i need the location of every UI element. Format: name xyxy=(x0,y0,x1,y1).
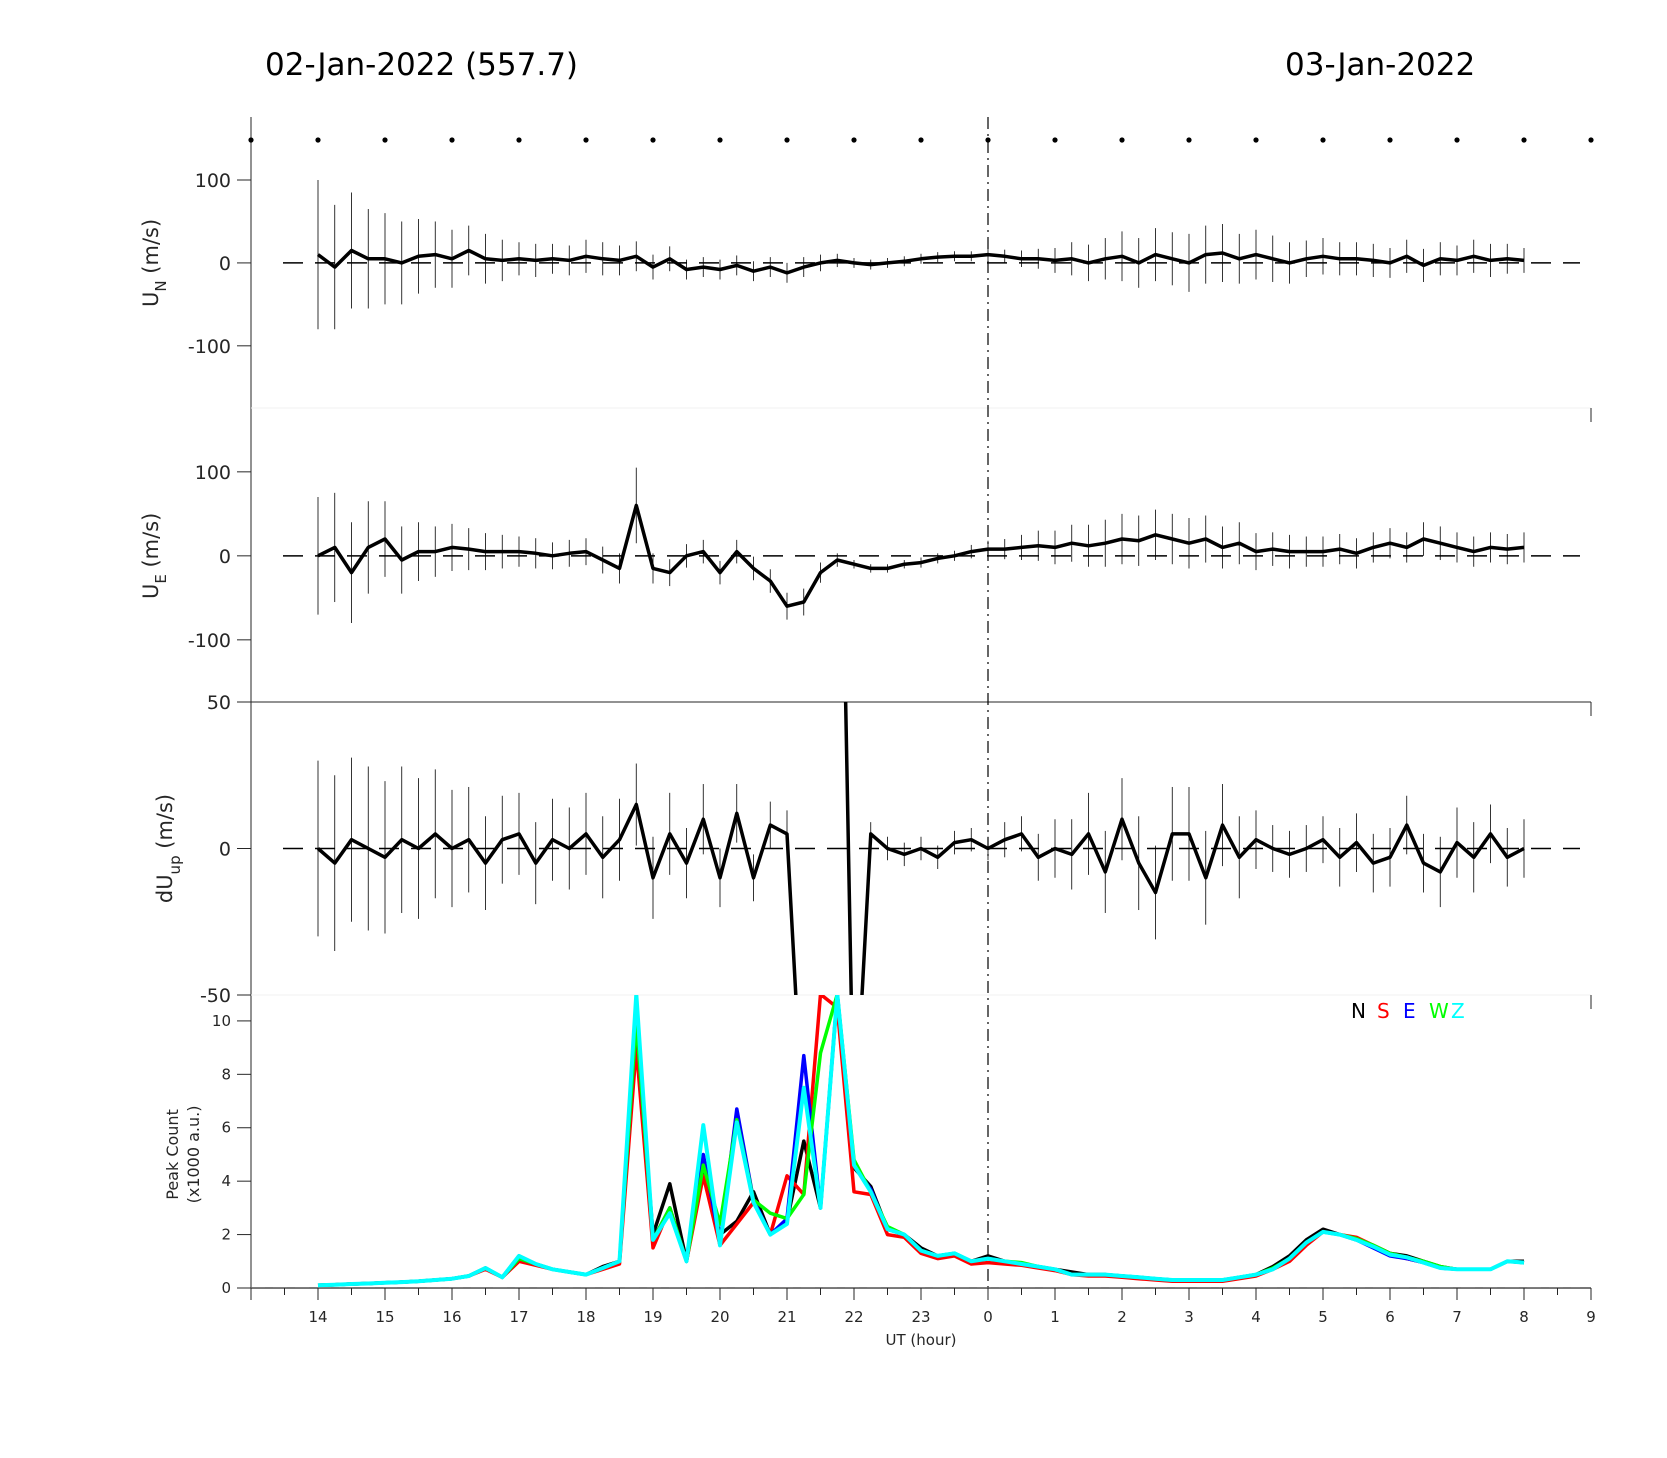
hour-dot xyxy=(382,137,388,143)
y-axis-label: dUup (m/s) xyxy=(153,794,184,903)
y-tick-label: 10 xyxy=(212,1012,231,1030)
x-tick-label: 0 xyxy=(983,1308,993,1326)
y-tick-label: 0 xyxy=(221,1279,231,1297)
y-tick-label: 0 xyxy=(219,839,231,861)
x-tick-label: 20 xyxy=(710,1308,729,1326)
y-tick-label: 4 xyxy=(221,1172,231,1190)
hour-dot xyxy=(851,137,857,143)
x-tick-label: 8 xyxy=(1519,1308,1529,1326)
x-tick-label: 5 xyxy=(1318,1308,1328,1326)
x-tick-label: 17 xyxy=(509,1308,528,1326)
x-tick-label: 4 xyxy=(1251,1308,1261,1326)
y-tick-label: 0 xyxy=(219,546,231,568)
hour-dot xyxy=(717,137,723,143)
series-line-W xyxy=(317,995,1525,1288)
y-tick-label: 6 xyxy=(221,1119,231,1137)
x-axis-label: UT (hour) xyxy=(886,1331,957,1349)
hour-dot xyxy=(1186,137,1192,143)
panel-PeakCount-plot xyxy=(251,995,1580,1288)
hour-dot xyxy=(1588,137,1594,143)
x-tick-label: 2 xyxy=(1117,1308,1127,1326)
y-axis-label-line1: Peak Count xyxy=(163,1109,182,1200)
series-line-S xyxy=(317,995,1525,1288)
panel-UN-plot xyxy=(283,180,1580,330)
hour-dot xyxy=(248,137,254,143)
hour-dot xyxy=(1052,137,1058,143)
hour-dot xyxy=(516,137,522,143)
legend-entry-E: E xyxy=(1403,999,1416,1023)
hour-dot xyxy=(1320,137,1326,143)
y-tick-label: 50 xyxy=(207,692,231,714)
x-tick-label: 14 xyxy=(308,1308,327,1326)
y-tick-label: 100 xyxy=(195,462,231,484)
y-axis-label: UE (m/s) xyxy=(139,513,170,599)
y-tick-label: -50 xyxy=(200,985,231,1007)
series-line-dUup xyxy=(316,702,1525,995)
series-line-UE xyxy=(317,503,1525,608)
hour-dot xyxy=(1454,137,1460,143)
y-axis-label-line2: (x1000 a.u.) xyxy=(184,1106,203,1204)
x-tick-label: 23 xyxy=(911,1308,930,1326)
hour-dot xyxy=(449,137,455,143)
x-tick-label: 19 xyxy=(643,1308,662,1326)
y-tick-label: 0 xyxy=(219,253,231,275)
hour-dot xyxy=(315,137,321,143)
y-tick-label: 8 xyxy=(221,1065,231,1083)
x-tick-label: 16 xyxy=(442,1308,461,1326)
x-tick-label: 18 xyxy=(576,1308,595,1326)
x-tick-label: 22 xyxy=(844,1308,863,1326)
hour-dot xyxy=(1119,137,1125,143)
hour-dot xyxy=(985,137,991,143)
y-tick-label: -100 xyxy=(188,336,231,358)
hour-dot xyxy=(918,137,924,143)
panel-UE-plot xyxy=(283,467,1580,624)
hour-dot xyxy=(1521,137,1527,143)
legend-entry-N: N xyxy=(1351,999,1366,1023)
title-right: 03-Jan-2022 xyxy=(1285,47,1475,83)
hour-dot xyxy=(1253,137,1259,143)
legend-entry-S: S xyxy=(1377,999,1390,1023)
legend-entry-Z: Z xyxy=(1451,999,1465,1023)
y-tick-label: 2 xyxy=(221,1226,231,1244)
x-tick-label: 15 xyxy=(375,1308,394,1326)
x-tick-label: 21 xyxy=(777,1308,796,1326)
x-tick-label: 7 xyxy=(1452,1308,1462,1326)
x-tick-label: 6 xyxy=(1385,1308,1395,1326)
series-line-Z xyxy=(317,995,1525,1288)
series-line-N xyxy=(317,995,1524,1288)
series-line-UN xyxy=(316,248,1525,275)
hour-dot xyxy=(1387,137,1393,143)
y-tick-label: -100 xyxy=(188,630,231,652)
x-tick-label: 1 xyxy=(1050,1308,1060,1326)
panel-dUup-plot xyxy=(283,702,1580,995)
hour-dot xyxy=(650,137,656,143)
x-tick-label: 3 xyxy=(1184,1308,1194,1326)
series-line-E xyxy=(317,995,1525,1288)
y-axis-label: UN (m/s) xyxy=(139,219,170,307)
y-tick-label: 100 xyxy=(195,170,231,192)
title-left: 02-Jan-2022 (557.7) xyxy=(265,47,578,83)
hour-dot xyxy=(784,137,790,143)
hour-dot xyxy=(583,137,589,143)
legend-entry-W: W xyxy=(1429,999,1449,1023)
x-tick-label: 9 xyxy=(1586,1308,1596,1326)
